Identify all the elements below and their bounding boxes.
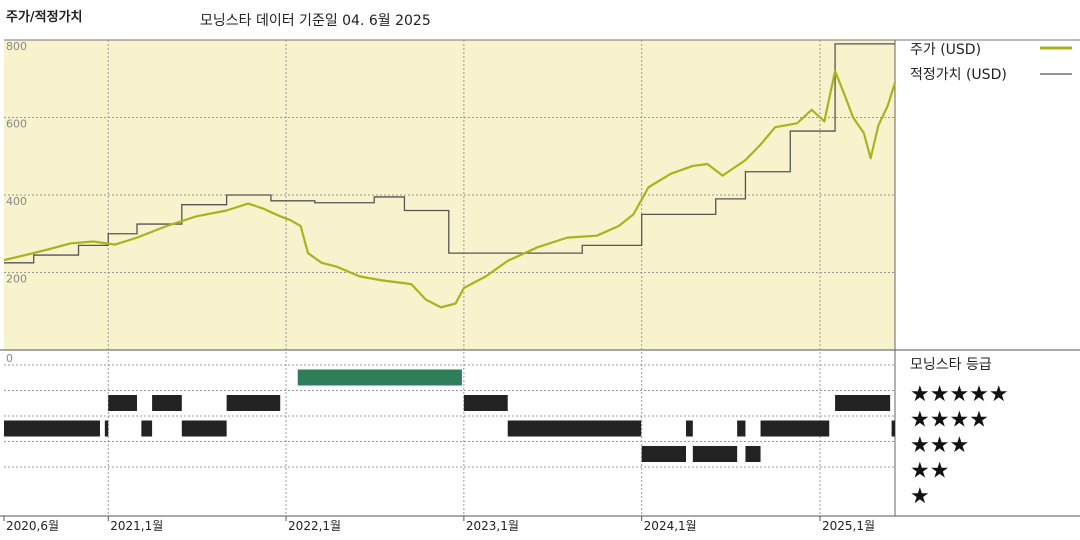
rating-bar-2-star: [692, 446, 738, 462]
rating-bar-4-star: [226, 395, 281, 411]
gridlines: [3, 40, 895, 521]
rating-bars: [4, 369, 895, 462]
x-tick-label: 2023,1월: [466, 519, 519, 533]
star-rating-label: ★★★: [910, 433, 969, 458]
x-tick-label: 2022,1월: [288, 519, 341, 533]
y-tick-label: 800: [6, 40, 27, 53]
rating-axis-zero: 0: [6, 352, 13, 365]
rating-bar-4-star: [108, 395, 137, 411]
rating-bar-3-star: [181, 420, 227, 437]
fair-value-line: [4, 43, 895, 264]
rating-bar-3-star: [141, 420, 153, 437]
star-rating-label: ★★★★: [910, 408, 989, 433]
y-tick-label: 600: [6, 118, 27, 131]
y-tick-label: 200: [6, 273, 27, 286]
rating-bar-4-star: [152, 395, 182, 411]
star-rating-label: ★: [910, 484, 930, 509]
star-rating-label: ★★: [910, 459, 949, 484]
rating-bar-3-star: [104, 420, 109, 437]
x-tick-labels: 2020,6월 2021,1월 2022,1월 2023,1월 2024,1월 2025,…: [6, 519, 875, 533]
legend: 주가 (USD)적정가치 (USD)모닝스타 등급★★★★★★★★★★★★★★★: [910, 42, 1072, 509]
rating-legend-title: 모닝스타 등급: [910, 357, 992, 373]
price-line: [3, 69, 897, 309]
y-tick-labels: 800 600 400 200 0: [6, 40, 27, 365]
x-tick-label: 2025,1월: [822, 519, 875, 533]
rating-bar-2-star: [641, 446, 687, 462]
chart-subtitle: 모닝스타 데이터 기준일 04. 6월 2025: [200, 13, 431, 29]
rating-bar-4-star: [463, 395, 508, 411]
star-rating-label: ★★★★★: [910, 382, 1009, 407]
rating-bar-3-star: [891, 420, 895, 437]
legend-price-label: 주가 (USD): [910, 42, 981, 58]
rating-bar-4-star: [835, 395, 891, 411]
y-tick-label: 400: [6, 195, 27, 208]
legend-fair-value-label: 적정가치 (USD): [910, 67, 1007, 83]
rating-bar-2-star: [745, 446, 761, 462]
rating-bar-3-star: [760, 420, 830, 437]
rating-bar-3-star: [686, 420, 693, 437]
rating-bar-3-star: [737, 420, 746, 437]
chart-title: 주가/적정가치: [6, 10, 83, 25]
rating-bar-5-star: [297, 369, 462, 386]
series-lines: [3, 43, 897, 309]
x-tick-label: 2024,1월: [644, 519, 697, 533]
rating-bar-3-star: [507, 420, 642, 437]
x-tick-label: 2020,6월: [6, 519, 59, 533]
rating-bar-3-star: [4, 420, 100, 437]
x-tick-label: 2021,1월: [110, 519, 163, 533]
